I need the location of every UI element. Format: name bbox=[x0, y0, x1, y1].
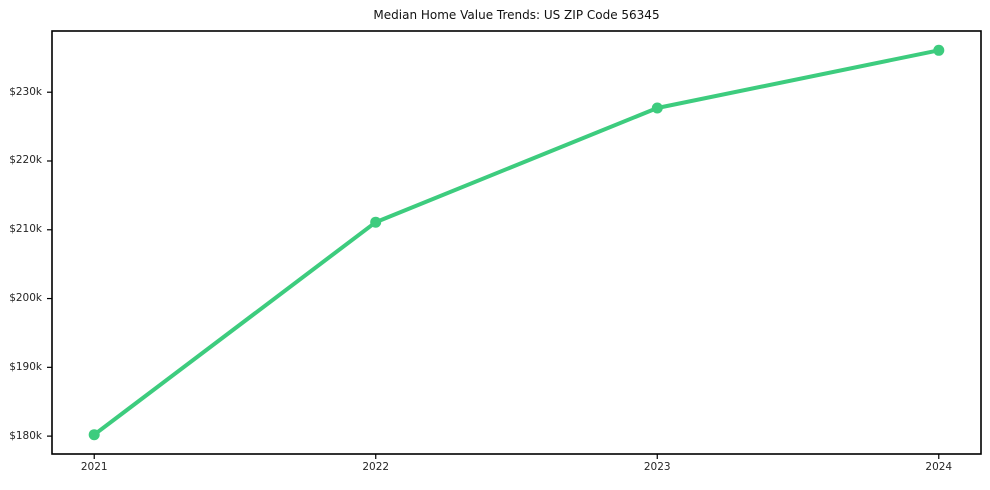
x-tick-label: 2023 bbox=[643, 461, 671, 473]
data-point bbox=[370, 216, 382, 228]
data-point bbox=[651, 102, 663, 114]
data-point bbox=[933, 44, 945, 56]
y-tick-label: $210k bbox=[9, 223, 42, 236]
data-point bbox=[88, 429, 100, 441]
trend-line bbox=[92, 48, 941, 437]
chart-title: Median Home Value Trends: US ZIP Code 56… bbox=[373, 8, 660, 22]
x-tick-label: 2021 bbox=[80, 461, 108, 473]
x-tick-label: 2022 bbox=[362, 461, 390, 473]
y-tick-label: $230k bbox=[9, 85, 42, 98]
plot-border bbox=[51, 30, 982, 455]
chart-canvas bbox=[47, 30, 982, 459]
plot-area bbox=[47, 30, 982, 459]
y-tick-label: $200k bbox=[9, 292, 42, 305]
x-tick-label: 2024 bbox=[925, 461, 953, 473]
y-tick-label: $180k bbox=[9, 429, 42, 442]
y-tick-label: $220k bbox=[9, 154, 42, 167]
y-tick-label: $190k bbox=[9, 360, 42, 373]
